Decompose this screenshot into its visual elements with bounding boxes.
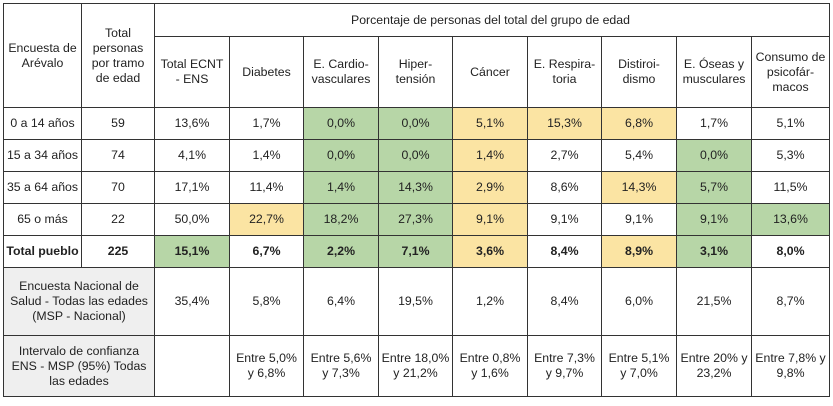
percent-cell: 13,6% — [751, 203, 830, 236]
percent-cell: 2,9% — [452, 171, 528, 204]
percent-cell: 1,7% — [229, 107, 304, 140]
column-header: E. Óseas y musculares — [676, 36, 752, 108]
percent-cell: 3,1% — [676, 235, 752, 268]
age-group-label: 35 a 64 años — [3, 171, 82, 204]
percent-cell: 0,0% — [676, 139, 752, 172]
percent-cell: 8,0% — [751, 235, 830, 268]
column-header: Cáncer — [452, 36, 528, 108]
value-cell: 8,7% — [751, 267, 830, 336]
value-cell: Entre 5,1% y 7,0% — [601, 335, 677, 397]
value-cell: Entre 7,8% y 9,8% — [751, 335, 830, 397]
percent-cell: 0,0% — [378, 139, 453, 172]
percent-cell: 14,3% — [378, 171, 453, 204]
column-header: E. Cardio-vasculares — [303, 36, 379, 108]
percent-cell: 1,4% — [452, 139, 528, 172]
table-row: 0 a 14 años 59 13,6% 1,7% 0,0% 0,0% 5,1% 15,3% 6… — [3, 107, 830, 140]
percent-cell: 8,9% — [601, 235, 677, 268]
percent-cell: 5,7% — [676, 171, 752, 204]
percent-cell: 7,1% — [378, 235, 453, 268]
row-label: Intervalo de confianza ENS - MSP (95%) T… — [3, 335, 155, 397]
percent-cell: 9,1% — [527, 203, 602, 236]
value-cell: 1,2% — [452, 267, 528, 336]
confidence-interval-row: Intervalo de confianza ENS - MSP (95%) T… — [3, 335, 830, 397]
percent-cell: 14,3% — [601, 171, 677, 204]
percent-cell: 6,8% — [601, 107, 677, 140]
table-row: 15 a 34 años 74 4,1% 1,4% 0,0% 0,0% 1,4% 2,7% 5,… — [3, 139, 830, 172]
percent-cell: 27,3% — [378, 203, 453, 236]
percent-cell: 11,5% — [751, 171, 830, 204]
age-group-label: 15 a 34 años — [3, 139, 82, 172]
column-header: Diabetes — [229, 36, 304, 108]
percent-cell: 1,4% — [303, 171, 379, 204]
value-cell: Entre 18,0% y 21,2% — [378, 335, 453, 397]
column-header: E. Respira-toria — [527, 36, 602, 108]
age-group-total: 22 — [81, 203, 155, 236]
age-group-total: 59 — [81, 107, 155, 140]
total-count: 225 — [81, 235, 155, 268]
percent-cell: 4,1% — [154, 139, 230, 172]
percent-cell: 9,1% — [676, 203, 752, 236]
value-cell: 19,5% — [378, 267, 453, 336]
percent-cell: 17,1% — [154, 171, 230, 204]
percent-cell: 1,7% — [676, 107, 752, 140]
percent-cell: 0,0% — [303, 107, 379, 140]
percent-cell: 15,1% — [154, 235, 230, 268]
value-cell: 8,4% — [527, 267, 602, 336]
value-cell: 21,5% — [676, 267, 752, 336]
value-cell: 35,4% — [154, 267, 230, 336]
value-cell: Entre 7,3% y 9,7% — [527, 335, 602, 397]
age-group-total: 70 — [81, 171, 155, 204]
percent-cell: 5,1% — [751, 107, 830, 140]
percent-cell: 5,3% — [751, 139, 830, 172]
column-header: Distiroi-dismo — [601, 36, 677, 108]
percent-cell: 3,6% — [452, 235, 528, 268]
column-header: Hiper-tensión — [378, 36, 453, 108]
percent-cell: 8,4% — [527, 235, 602, 268]
age-group-label: 65 o más — [3, 203, 82, 236]
percent-cell: 1,4% — [229, 139, 304, 172]
column-header: Consumo de psicofár-macos — [751, 36, 830, 108]
percent-cell: 8,6% — [527, 171, 602, 204]
percent-cell: 9,1% — [452, 203, 528, 236]
value-cell: 6,4% — [303, 267, 379, 336]
data-table: Encuesta de Arévalo Total personas por t… — [3, 3, 830, 397]
total-header: Total personas por tramo de edad — [81, 3, 155, 108]
ens-row: Encuesta Nacional de Salud - Todas las e… — [3, 267, 830, 336]
percent-cell: 6,7% — [229, 235, 304, 268]
value-cell: 6,0% — [601, 267, 677, 336]
percent-cell: 2,7% — [527, 139, 602, 172]
total-row: Total pueblo 225 15,1% 6,7% 2,2% 7,1% 3,6% 8,4%… — [3, 235, 830, 268]
header-row-1: Encuesta de Arévalo Total personas por t… — [3, 3, 830, 108]
percent-cell: 9,1% — [601, 203, 677, 236]
value-cell — [154, 335, 230, 397]
value-cell: Entre 5,6% y 7,3% — [303, 335, 379, 397]
percent-cell: 5,1% — [452, 107, 528, 140]
value-cell: Entre 0,8% y 1,6% — [452, 335, 528, 397]
percent-cell: 0,0% — [378, 107, 453, 140]
percent-cell: 5,4% — [601, 139, 677, 172]
group-header: Porcentaje de personas del total del gru… — [154, 3, 830, 37]
percent-cell: 2,2% — [303, 235, 379, 268]
percent-cell: 13,6% — [154, 107, 230, 140]
survey-header: Encuesta de Arévalo — [3, 3, 82, 108]
percent-cell: 18,2% — [303, 203, 379, 236]
table-row: 65 o más 22 50,0% 22,7% 18,2% 27,3% 9,1% 9,1% 9,… — [3, 203, 830, 236]
age-group-label: 0 a 14 años — [3, 107, 82, 140]
percent-cell: 11,4% — [229, 171, 304, 204]
value-cell: 5,8% — [229, 267, 304, 336]
column-header: Total ECNT - ENS — [154, 36, 230, 108]
total-label: Total pueblo — [3, 235, 82, 268]
row-label: Encuesta Nacional de Salud - Todas las e… — [3, 267, 155, 336]
percent-cell: 50,0% — [154, 203, 230, 236]
header-row-2: Total ECNT - ENS Diabetes E. Cardio-vascul… — [4, 36, 830, 108]
percent-cell: 15,3% — [527, 107, 602, 140]
table-row: 35 a 64 años 70 17,1% 11,4% 1,4% 14,3% 2,9% 8,6… — [3, 171, 830, 204]
age-group-total: 74 — [81, 139, 155, 172]
percent-cell: 22,7% — [229, 203, 304, 236]
percent-cell: 0,0% — [303, 139, 379, 172]
value-cell: Entre 5,0% y 6,8% — [229, 335, 304, 397]
value-cell: Entre 20% y 23,2% — [676, 335, 752, 397]
